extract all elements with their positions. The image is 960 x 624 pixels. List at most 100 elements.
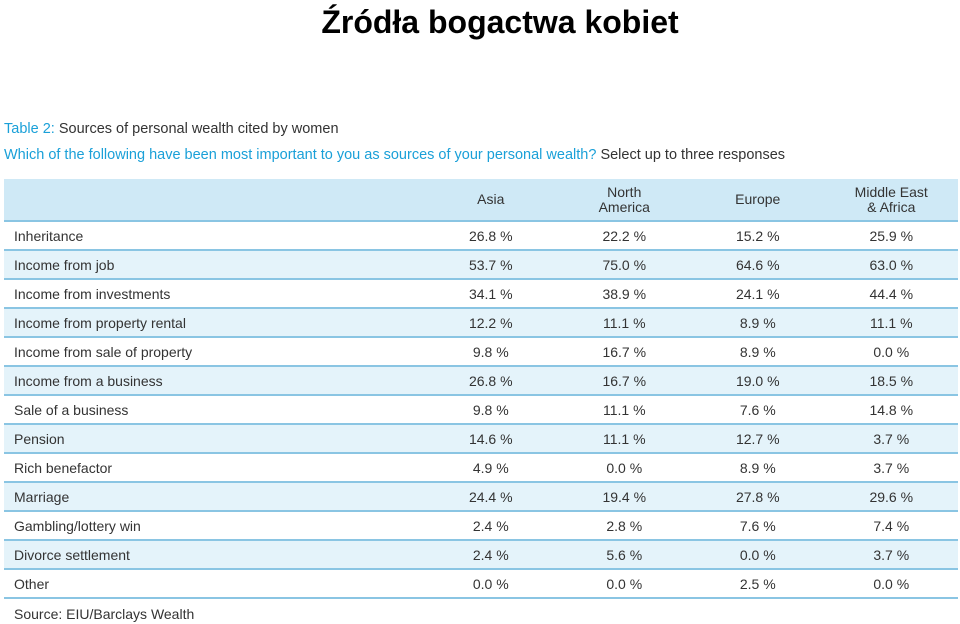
value-cell: 0.0 %	[824, 337, 958, 367]
value-cell: 7.4 %	[824, 511, 958, 541]
value-cell: 14.6 %	[424, 424, 558, 454]
table-body: Inheritance 26.8 % 22.2 % 15.2 % 25.9 % Incom…	[4, 221, 958, 599]
value-cell: 11.1 %	[824, 308, 958, 338]
value-cell: 11.1 %	[557, 395, 691, 425]
value-cell: 2.8 %	[557, 511, 691, 541]
value-cell: 0.0 %	[557, 453, 691, 483]
value-cell: 16.7 %	[557, 337, 691, 367]
table-row: Income from property rental 12.2 % 11.1 % 8…	[4, 308, 958, 338]
row-label: Sale of a business	[4, 395, 424, 425]
value-cell: 0.0 %	[824, 569, 958, 599]
header-line: Europe	[735, 191, 781, 207]
table-label: Table 2:	[4, 121, 55, 137]
value-cell: 8.9 %	[691, 308, 825, 338]
value-cell: 9.8 %	[424, 337, 558, 367]
table-row: Inheritance 26.8 % 22.2 % 15.2 % 25.9 %	[4, 221, 958, 251]
row-label: Income from a business	[4, 366, 424, 396]
value-cell: 4.9 %	[424, 453, 558, 483]
header-cell-asia: Asia	[424, 179, 558, 222]
row-label: Rich benefactor	[4, 453, 424, 483]
value-cell: 26.8 %	[424, 221, 558, 251]
value-cell: 2.4 %	[424, 511, 558, 541]
value-cell: 25.9 %	[824, 221, 958, 251]
header-line: Asia	[477, 191, 505, 207]
row-label: Income from investments	[4, 279, 424, 309]
value-cell: 38.9 %	[557, 279, 691, 309]
value-cell: 34.1 %	[424, 279, 558, 309]
table-row: Divorce settlement 2.4 % 5.6 % 0.0 % 3.7 %	[4, 540, 958, 570]
row-label: Income from job	[4, 250, 424, 280]
slide-title: Źródła bogactwa kobiet	[321, 4, 679, 40]
value-cell: 15.2 %	[691, 221, 825, 251]
value-cell: 7.6 %	[691, 395, 825, 425]
value-cell: 0.0 %	[424, 569, 558, 599]
value-cell: 7.6 %	[691, 511, 825, 541]
table-header-row: Asia North America Europe Middle East & …	[4, 179, 958, 222]
table-row: Income from investments 34.1 % 38.9 % 24.1 …	[4, 279, 958, 309]
header-cell-middle-east-africa: Middle East & Africa	[824, 179, 958, 222]
table-row: Income from sale of property 9.8 % 16.7 % 8…	[4, 337, 958, 367]
header-cell-north-america: North America	[557, 179, 691, 222]
value-cell: 63.0 %	[824, 250, 958, 280]
row-label: Marriage	[4, 482, 424, 512]
value-cell: 64.6 %	[691, 250, 825, 280]
value-cell: 75.0 %	[557, 250, 691, 280]
value-cell: 19.0 %	[691, 366, 825, 396]
table-row: Rich benefactor 4.9 % 0.0 % 8.9 % 3.7 %	[4, 453, 958, 483]
value-cell: 0.0 %	[557, 569, 691, 599]
survey-question: Which of the following have been most im…	[4, 147, 785, 163]
table-row: Marriage 24.4 % 19.4 % 27.8 % 29.6 %	[4, 482, 958, 512]
value-cell: 12.2 %	[424, 308, 558, 338]
table-row: Gambling/lottery win 2.4 % 2.8 % 7.6 % 7.4 %	[4, 511, 958, 541]
table-row: Pension 14.6 % 11.1 % 12.7 % 3.7 %	[4, 424, 958, 454]
table-row: Income from job 53.7 % 75.0 % 64.6 % 63.0 %	[4, 250, 958, 280]
value-cell: 11.1 %	[557, 424, 691, 454]
question-text: Which of the following have been most im…	[4, 147, 597, 163]
table-title: Sources of personal wealth cited by wome…	[58, 121, 339, 137]
value-cell: 53.7 %	[424, 250, 558, 280]
table-caption: Table 2: Sources of personal wealth cite…	[4, 121, 339, 137]
value-cell: 22.2 %	[557, 221, 691, 251]
value-cell: 26.8 %	[424, 366, 558, 396]
header-line: America	[598, 198, 650, 215]
source-note: Source: EIU/Barclays Wealth	[14, 606, 195, 622]
row-label: Income from property rental	[4, 308, 424, 338]
value-cell: 12.7 %	[691, 424, 825, 454]
row-label: Divorce settlement	[4, 540, 424, 570]
table-row: Other 0.0 % 0.0 % 2.5 % 0.0 %	[4, 569, 958, 599]
value-cell: 14.8 %	[824, 395, 958, 425]
value-cell: 29.6 %	[824, 482, 958, 512]
value-cell: 0.0 %	[691, 540, 825, 570]
value-cell: 24.4 %	[424, 482, 558, 512]
value-cell: 2.5 %	[691, 569, 825, 599]
value-cell: 11.1 %	[557, 308, 691, 338]
value-cell: 24.1 %	[691, 279, 825, 309]
header-line: Middle East	[854, 183, 928, 200]
header-line: North	[607, 183, 642, 200]
value-cell: 3.7 %	[824, 453, 958, 483]
table-row: Income from a business 26.8 % 16.7 % 19.0 %…	[4, 366, 958, 396]
value-cell: 2.4 %	[424, 540, 558, 570]
value-cell: 16.7 %	[557, 366, 691, 396]
table-row: Sale of a business 9.8 % 11.1 % 7.6 % 14.8 %	[4, 395, 958, 425]
value-cell: 5.6 %	[557, 540, 691, 570]
instruction-text: Select up to three responses	[600, 147, 786, 163]
value-cell: 8.9 %	[691, 453, 825, 483]
value-cell: 19.4 %	[557, 482, 691, 512]
header-cell	[4, 179, 424, 222]
value-cell: 3.7 %	[824, 540, 958, 570]
row-label: Pension	[4, 424, 424, 454]
value-cell: 27.8 %	[691, 482, 825, 512]
wealth-sources-table: Asia North America Europe Middle East & …	[4, 179, 958, 599]
value-cell: 18.5 %	[824, 366, 958, 396]
row-label: Gambling/lottery win	[4, 511, 424, 541]
header-cell-europe: Europe	[691, 179, 825, 222]
value-cell: 3.7 %	[824, 424, 958, 454]
row-label: Income from sale of property	[4, 337, 424, 367]
value-cell: 8.9 %	[691, 337, 825, 367]
value-cell: 9.8 %	[424, 395, 558, 425]
header-line: & Africa	[867, 198, 916, 215]
row-label: Inheritance	[4, 221, 424, 251]
value-cell: 44.4 %	[824, 279, 958, 309]
row-label: Other	[4, 569, 424, 599]
